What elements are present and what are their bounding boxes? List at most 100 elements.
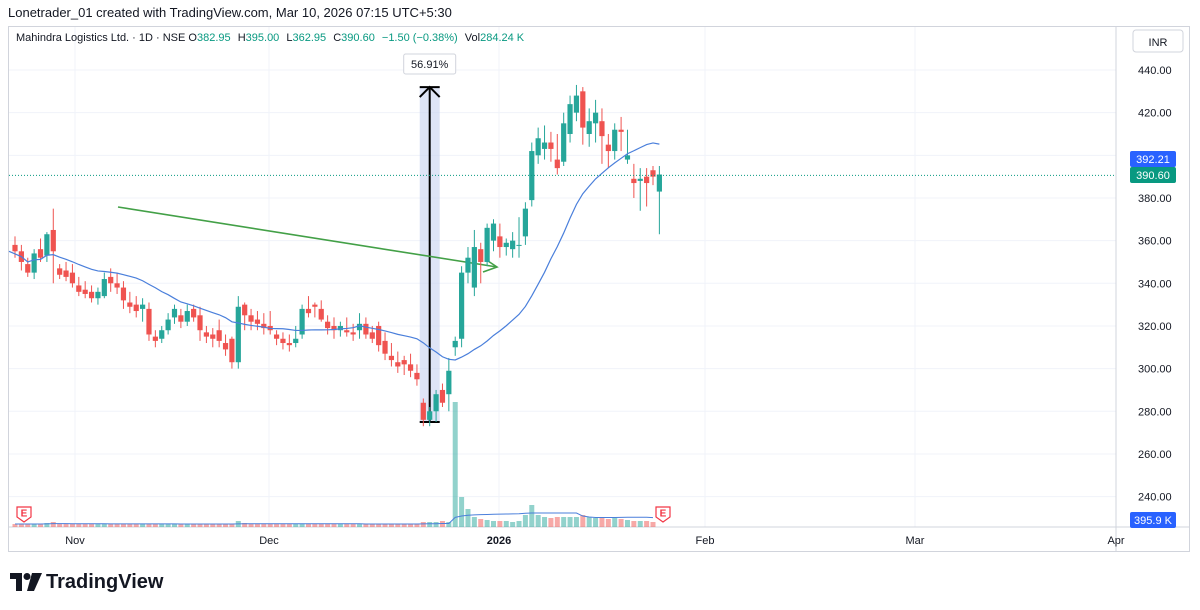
measure-arrowhead: [418, 85, 441, 98]
candle-body: [650, 170, 656, 177]
candle: [503, 238, 509, 256]
candle-body: [376, 325, 382, 346]
candle: [561, 112, 567, 166]
candle: [573, 84, 580, 122]
volume-bar: [414, 524, 420, 527]
candle-body: [57, 268, 63, 275]
candle-body: [401, 360, 407, 365]
candle: [516, 217, 522, 258]
volume-bar: [229, 524, 235, 527]
candle: [580, 87, 586, 145]
currency-box: [1132, 29, 1184, 53]
candle: [459, 266, 465, 348]
ma-price-label-box: [1130, 151, 1176, 167]
volume-bar: [69, 524, 75, 527]
measure-tool: 56.91%: [403, 53, 457, 423]
x-tick-label: Dec: [259, 535, 279, 547]
candle-body: [25, 264, 31, 273]
low-value: 362.95: [292, 32, 327, 44]
earnings-flag-icon: [16, 506, 32, 523]
candle-body: [286, 343, 292, 346]
chart-grid: [9, 27, 1189, 552]
candle: [159, 325, 165, 344]
y-tick-label: 280.00: [1138, 406, 1172, 418]
volume-bar: [57, 524, 63, 527]
candle: [82, 281, 88, 299]
volume-bar: [548, 518, 554, 527]
volume-bar: [567, 517, 573, 527]
candle: [25, 257, 31, 277]
candle: [76, 276, 82, 297]
candle: [133, 296, 139, 318]
candle: [567, 95, 573, 143]
candle-body: [522, 208, 528, 237]
candle-body: [382, 340, 388, 354]
candle-body: [446, 370, 452, 395]
candle-body: [612, 129, 618, 152]
measure-label-box: [403, 53, 457, 75]
candle: [414, 364, 420, 386]
volume-bar: [31, 524, 37, 527]
candle-body: [37, 249, 44, 258]
candle-body: [293, 338, 299, 344]
candle: [331, 317, 337, 339]
trend-arrow-line: [117, 206, 498, 268]
volume-bar: [631, 521, 637, 527]
volume-bar: [101, 524, 107, 527]
candle: [44, 232, 50, 262]
candle: [261, 313, 267, 335]
candle-body: [561, 123, 567, 162]
candle-body: [254, 319, 261, 324]
candle: [599, 108, 605, 164]
earnings-flag-icon: [655, 506, 671, 523]
volume-bar: [280, 524, 286, 527]
candle: [146, 302, 152, 341]
trend-arrow: [117, 206, 499, 273]
candle: [471, 229, 477, 297]
candle-body: [280, 338, 286, 344]
x-tick-label: Mar: [906, 535, 925, 547]
volume-value: 284.24 K: [480, 32, 525, 44]
candle: [191, 304, 197, 322]
moving-average: [8, 142, 1116, 361]
volume-bar: [299, 524, 305, 527]
volume-bar: [344, 524, 350, 527]
candle-body: [242, 304, 248, 316]
candle-body: [452, 340, 458, 348]
candle: [210, 328, 216, 348]
candle-body: [592, 112, 599, 124]
candle: [554, 133, 560, 175]
volume-bar: [357, 524, 363, 527]
volume-bar: [44, 523, 50, 527]
volume-bar: [254, 524, 260, 527]
candle-body: [197, 315, 203, 331]
measure-label: 56.91%: [411, 59, 449, 71]
volume-bar: [12, 524, 18, 527]
ma-price-label: 392.21: [1136, 154, 1170, 166]
candle: [171, 304, 178, 324]
volume-bar: [554, 517, 560, 527]
candle: [490, 219, 497, 252]
candle: [618, 116, 624, 152]
high-value: 395.00: [245, 32, 280, 44]
candle: [95, 287, 101, 305]
candle: [478, 242, 484, 284]
volume-bar: [650, 522, 656, 527]
candle-body: [420, 402, 426, 420]
volume-bar: [395, 524, 401, 527]
volume-bar: [274, 524, 280, 527]
tradingview-logo[interactable]: TradingView: [10, 570, 163, 594]
open-value: 382.95: [196, 32, 231, 44]
change-value: −1.50 (−0.38%): [381, 32, 458, 44]
candle-body: [363, 323, 369, 335]
candle: [452, 336, 458, 356]
volume-bar: [146, 524, 152, 527]
candle-body: [95, 291, 101, 299]
symbol-name[interactable]: Mahindra Logistics Ltd. · 1D · NSE: [16, 32, 186, 44]
candle: [650, 165, 656, 186]
candle-body: [63, 270, 69, 277]
candle: [427, 407, 433, 427]
candle: [529, 142, 535, 207]
candle: [407, 353, 414, 378]
